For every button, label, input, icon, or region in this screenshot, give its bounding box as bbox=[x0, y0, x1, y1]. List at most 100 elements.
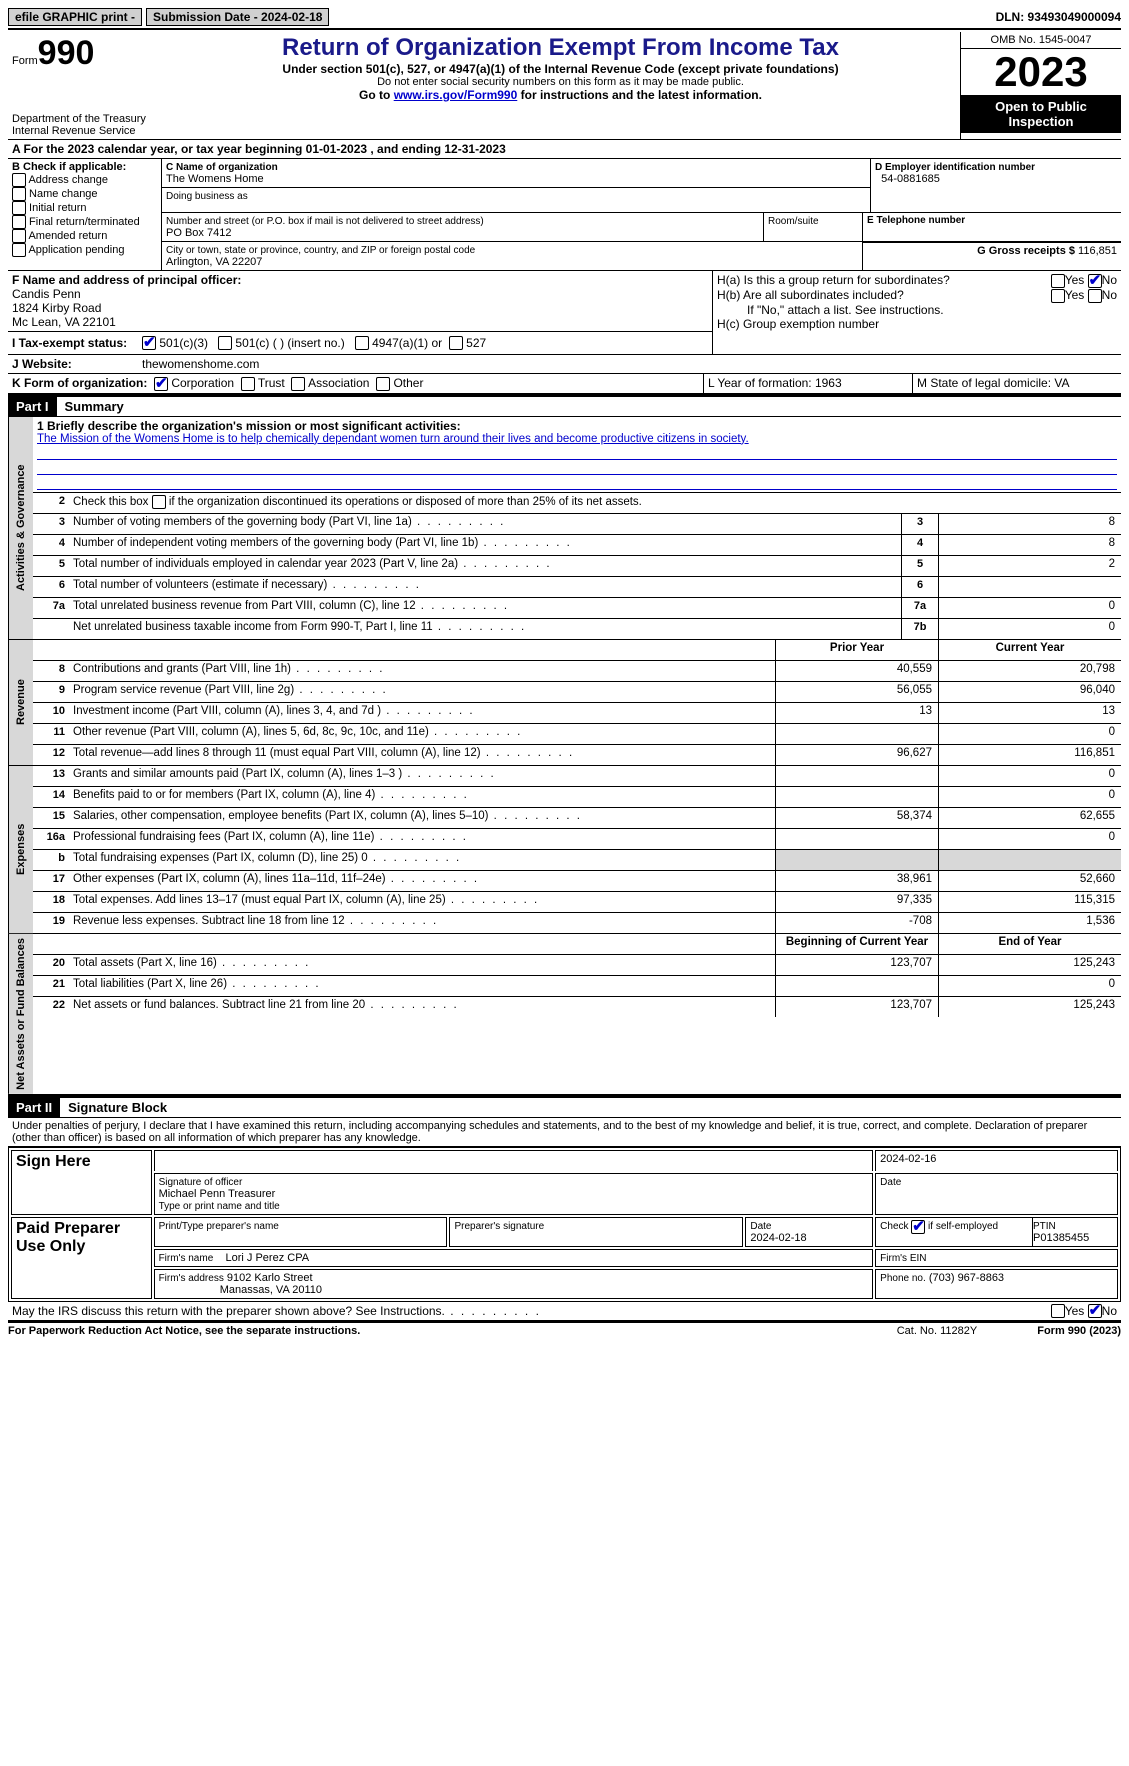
perjury-text: Under penalties of perjury, I declare th… bbox=[8, 1118, 1121, 1146]
phone-lbl: Phone no. bbox=[880, 1273, 926, 1284]
cat-no: Cat. No. 11282Y bbox=[897, 1325, 978, 1337]
discuss-no[interactable] bbox=[1088, 1304, 1102, 1318]
page-footer: For Paperwork Reduction Act Notice, see … bbox=[8, 1322, 1121, 1337]
opt-4947: 4947(a)(1) or bbox=[372, 336, 442, 350]
firm-name-lbl: Firm's name bbox=[159, 1253, 214, 1264]
ck-501c3[interactable] bbox=[142, 336, 156, 350]
ck-assoc[interactable] bbox=[291, 377, 305, 391]
ck-b-4[interactable] bbox=[12, 229, 26, 243]
form-header: Form990 Department of the Treasury Inter… bbox=[8, 32, 1121, 140]
mission-line4 bbox=[37, 475, 1117, 490]
ck-527[interactable] bbox=[449, 336, 463, 350]
ck-b-1[interactable] bbox=[12, 187, 26, 201]
box-l: L Year of formation: 1963 bbox=[704, 374, 913, 393]
room-lbl: Room/suite bbox=[768, 216, 819, 227]
hdr-begin: Beginning of Current Year bbox=[775, 934, 938, 954]
vtab-netassets: Net Assets or Fund Balances bbox=[8, 934, 33, 1094]
paperwork-notice: For Paperwork Reduction Act Notice, see … bbox=[8, 1325, 360, 1337]
sig-officer-lbl: Signature of officer bbox=[159, 1177, 243, 1188]
klm-row: K Form of organization: Corporation Trus… bbox=[8, 374, 1121, 395]
line2-pre: Check this box bbox=[73, 496, 152, 508]
box-c-name-lbl: C Name of organization bbox=[166, 162, 278, 173]
hc-text: H(c) Group exemption number bbox=[717, 317, 1117, 331]
vtab-revenue: Revenue bbox=[8, 640, 33, 765]
part1-hdr: Part I bbox=[8, 397, 57, 416]
hdr-current: Current Year bbox=[938, 640, 1121, 660]
box-f-lbl: F Name and address of principal officer: bbox=[12, 273, 241, 287]
opt-other: Other bbox=[393, 376, 423, 390]
prep-date-lbl: Date bbox=[750, 1221, 771, 1232]
box-g-lbl: G Gross receipts $ bbox=[977, 245, 1075, 257]
website-row: J Website: thewomenshome.com bbox=[8, 355, 1121, 374]
hdr-prior: Prior Year bbox=[775, 640, 938, 660]
vtab-governance: Activities & Governance bbox=[8, 417, 33, 639]
discuss-text: May the IRS discuss this return with the… bbox=[12, 1304, 1051, 1318]
discuss-yes[interactable] bbox=[1051, 1304, 1065, 1318]
subtitle-1: Under section 501(c), 527, or 4947(a)(1)… bbox=[167, 62, 954, 76]
identity-block: B Check if applicable: Address change Na… bbox=[8, 159, 1121, 271]
irs-link[interactable]: www.irs.gov/Form990 bbox=[394, 88, 518, 102]
ck-b-2[interactable] bbox=[12, 201, 26, 215]
dln-text: DLN: 93493049000094 bbox=[996, 10, 1121, 24]
ck-corp[interactable] bbox=[154, 377, 168, 391]
hb-text: H(b) Are all subordinates included? bbox=[717, 288, 1051, 303]
ck-4947[interactable] bbox=[355, 336, 369, 350]
hb-no[interactable] bbox=[1088, 289, 1102, 303]
officer-name: Candis Penn bbox=[12, 287, 708, 301]
part1-title: Summary bbox=[57, 399, 124, 414]
line2-text: if the organization discontinued its ope… bbox=[166, 496, 642, 508]
hdr-end: End of Year bbox=[938, 934, 1121, 954]
paid-preparer-lbl: Paid Preparer Use Only bbox=[11, 1217, 152, 1299]
ck-b-3[interactable] bbox=[12, 215, 26, 229]
vtab-expenses: Expenses bbox=[8, 766, 33, 933]
efile-button[interactable]: efile GRAPHIC print - bbox=[8, 8, 142, 26]
ha-no[interactable] bbox=[1088, 274, 1102, 288]
firm-ein-lbl: Firm's EIN bbox=[880, 1253, 926, 1264]
form-footer: Form 990 (2023) bbox=[1037, 1325, 1121, 1337]
website-val: thewomenshome.com bbox=[142, 357, 259, 371]
type-lbl: Type or print name and title bbox=[159, 1201, 280, 1212]
ck-b-0[interactable] bbox=[12, 173, 26, 187]
box-m: M State of legal domicile: VA bbox=[913, 374, 1121, 393]
sign-here-lbl: Sign Here bbox=[11, 1150, 152, 1215]
box-b-title: B Check if applicable: bbox=[12, 161, 157, 173]
goto-pre: Go to bbox=[359, 88, 394, 102]
ck-self-emp[interactable] bbox=[911, 1220, 925, 1234]
phone-val: (703) 967-8863 bbox=[929, 1272, 1004, 1284]
top-bar: efile GRAPHIC print - Submission Date - … bbox=[8, 8, 1121, 30]
dba-lbl: Doing business as bbox=[166, 191, 248, 202]
addr-val: PO Box 7412 bbox=[166, 227, 231, 239]
firm-addr1: 9102 Karlo Street bbox=[227, 1272, 313, 1284]
officer-group-row: F Name and address of principal officer:… bbox=[8, 271, 1121, 355]
subtitle-2: Do not enter social security numbers on … bbox=[167, 76, 954, 88]
ptin-val: P01385455 bbox=[1033, 1232, 1089, 1244]
tax-year: 2023 bbox=[961, 49, 1121, 95]
sign-date: 2024-02-16 bbox=[875, 1150, 1118, 1171]
firm-name: Lori J Perez CPA bbox=[226, 1252, 310, 1264]
ck-other[interactable] bbox=[376, 377, 390, 391]
officer-addr1: 1824 Kirby Road bbox=[12, 301, 708, 315]
ck-trust[interactable] bbox=[241, 377, 255, 391]
ck-line2[interactable] bbox=[152, 495, 166, 509]
mission-line2 bbox=[37, 445, 1117, 460]
ck-b-5[interactable] bbox=[12, 243, 26, 257]
part2-hdr: Part II bbox=[8, 1098, 60, 1117]
part1-bar: Part I Summary bbox=[8, 395, 1121, 417]
mission-lbl: 1 Briefly describe the organization's mi… bbox=[37, 419, 1117, 433]
submission-button[interactable]: Submission Date - 2024-02-18 bbox=[146, 8, 329, 26]
tax-status-lbl: I Tax-exempt status: bbox=[12, 336, 142, 350]
gross-receipts: 116,851 bbox=[1078, 245, 1117, 257]
ha-yes[interactable] bbox=[1051, 274, 1065, 288]
box-k-lbl: K Form of organization: bbox=[12, 376, 147, 390]
line-a: A For the 2023 calendar year, or tax yea… bbox=[8, 140, 1121, 159]
hb-yes[interactable] bbox=[1051, 289, 1065, 303]
form-label: Form bbox=[12, 55, 38, 67]
officer-addr2: Mc Lean, VA 22101 bbox=[12, 315, 708, 329]
firm-addr2: Manassas, VA 20110 bbox=[220, 1284, 322, 1296]
mission-text: The Mission of the Womens Home is to hel… bbox=[37, 433, 1117, 445]
part2-bar: Part II Signature Block bbox=[8, 1096, 1121, 1118]
ck-501c[interactable] bbox=[218, 336, 232, 350]
opt-trust: Trust bbox=[258, 376, 285, 390]
ha-text: H(a) Is this a group return for subordin… bbox=[717, 273, 1051, 288]
opt-501c: 501(c) ( ) (insert no.) bbox=[235, 336, 344, 350]
